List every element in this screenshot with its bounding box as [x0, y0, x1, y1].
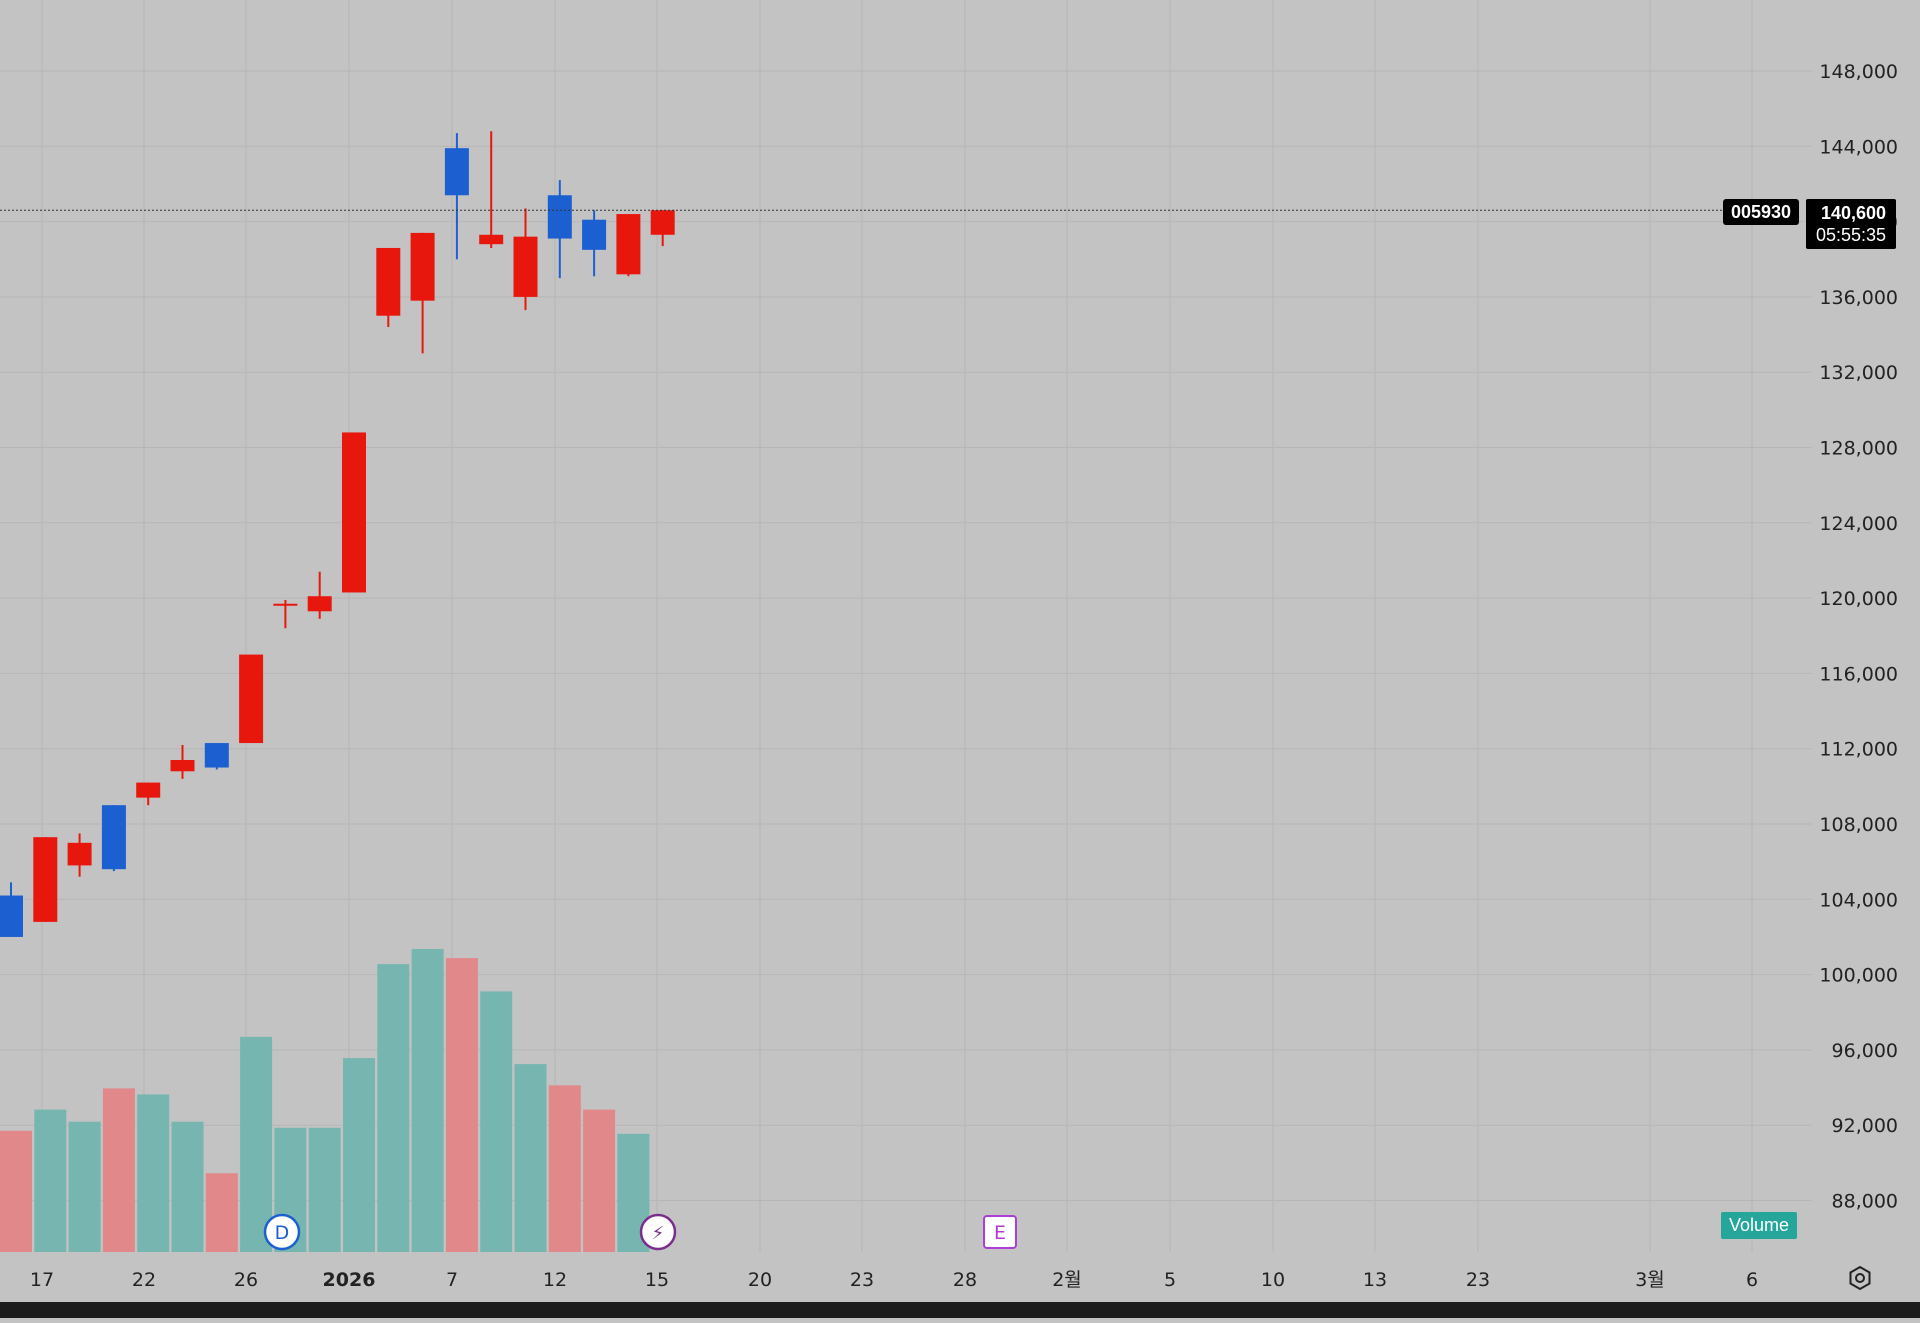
volume-bar: [102, 1088, 135, 1252]
earnings-marker-label: E: [994, 1222, 1006, 1244]
x-tick-label: 26: [234, 1269, 258, 1291]
x-tick-label: 13: [1363, 1269, 1387, 1291]
x-tick-label: 7: [446, 1269, 458, 1291]
y-tick-label: 92,000: [1832, 1115, 1898, 1137]
bar-countdown: 05:55:35: [1816, 225, 1887, 245]
x-tick-label: 22: [132, 1269, 156, 1291]
x-tick-label: 12: [543, 1269, 567, 1291]
y-tick-label: 100,000: [1819, 965, 1898, 987]
y-tick-label: 148,000: [1819, 61, 1898, 83]
candle-body: [239, 654, 264, 744]
x-tick-label: 3월: [1635, 1269, 1665, 1291]
volume-bar: [34, 1109, 67, 1252]
candle-body: [513, 236, 538, 297]
candle-body: [273, 603, 298, 606]
volume-bar: [480, 991, 513, 1252]
y-tick-label: 144,000: [1819, 136, 1898, 158]
x-tick-label: 2월: [1052, 1269, 1082, 1291]
volume-bar: [0, 1130, 32, 1252]
bottom-bar: [0, 1302, 1920, 1318]
volume-bar: [583, 1109, 616, 1252]
candle-body: [650, 210, 675, 235]
volume-bar: [68, 1121, 101, 1252]
candle-body: [410, 232, 435, 301]
x-tick-label: 15: [645, 1269, 669, 1291]
candle-body: [616, 214, 641, 275]
x-tick-label: 23: [850, 1269, 874, 1291]
candle-body: [136, 782, 161, 798]
x-tick-label: 28: [953, 1269, 977, 1291]
volume-bar: [240, 1036, 273, 1252]
y-tick-label: 124,000: [1819, 513, 1898, 535]
candle-body: [479, 234, 504, 245]
y-tick-label: 112,000: [1819, 739, 1898, 761]
volume-bar: [548, 1085, 581, 1252]
volume-bar: [205, 1173, 238, 1252]
x-tick-label: 20: [748, 1269, 772, 1291]
x-tick-label: 5: [1164, 1269, 1176, 1291]
volume-bar: [308, 1127, 341, 1252]
y-tick-label: 128,000: [1819, 438, 1898, 460]
volume-legend-tag[interactable]: Volume: [1721, 1212, 1798, 1239]
candle-body: [204, 743, 229, 768]
candle-body: [307, 596, 332, 612]
candle-body: [342, 432, 366, 593]
candle-body: [170, 759, 195, 772]
candle-body: [582, 219, 607, 250]
split-marker[interactable]: [639, 1213, 677, 1251]
x-tick-label: 17: [30, 1269, 54, 1291]
x-tick-label: 10: [1261, 1269, 1285, 1291]
candle-body: [33, 837, 58, 922]
candle-body: [0, 895, 23, 937]
volume-bar: [137, 1094, 170, 1252]
symbol-label: 005930: [1723, 199, 1800, 225]
y-tick-label: 120,000: [1819, 588, 1898, 610]
last-price-label: 140,600 05:55:35: [1806, 199, 1897, 249]
last-price: 140,600: [1821, 203, 1887, 223]
x-tick-label: 6: [1746, 1269, 1758, 1291]
candle-body: [444, 148, 469, 196]
volume-bar: [171, 1121, 204, 1252]
split-marker-label: ⚡: [652, 1223, 665, 1244]
volume-bar: [411, 949, 444, 1252]
candle-body: [547, 195, 572, 239]
candle-body: [376, 247, 401, 316]
candle-body: [67, 842, 92, 866]
volume-bar: [343, 1058, 375, 1252]
y-tick-label: 104,000: [1819, 889, 1898, 911]
volume-bar: [514, 1064, 547, 1252]
y-tick-label: 108,000: [1819, 814, 1898, 836]
x-tick-label: 23: [1466, 1269, 1490, 1291]
y-tick-label: 136,000: [1819, 287, 1898, 309]
dividend-marker[interactable]: [263, 1213, 301, 1251]
settings-gear-icon[interactable]: [1846, 1264, 1874, 1292]
volume-bar: [445, 958, 478, 1252]
volume-bar: [377, 964, 410, 1252]
y-tick-label: 132,000: [1819, 362, 1898, 384]
y-tick-label: 88,000: [1832, 1191, 1898, 1213]
y-tick-label: 116,000: [1819, 663, 1898, 685]
y-tick-label: 96,000: [1832, 1040, 1898, 1062]
x-tick-label: 2026: [323, 1269, 376, 1291]
earnings-marker[interactable]: [983, 1215, 1017, 1249]
candle-body: [101, 805, 126, 870]
dividend-marker-label: D: [275, 1222, 290, 1244]
